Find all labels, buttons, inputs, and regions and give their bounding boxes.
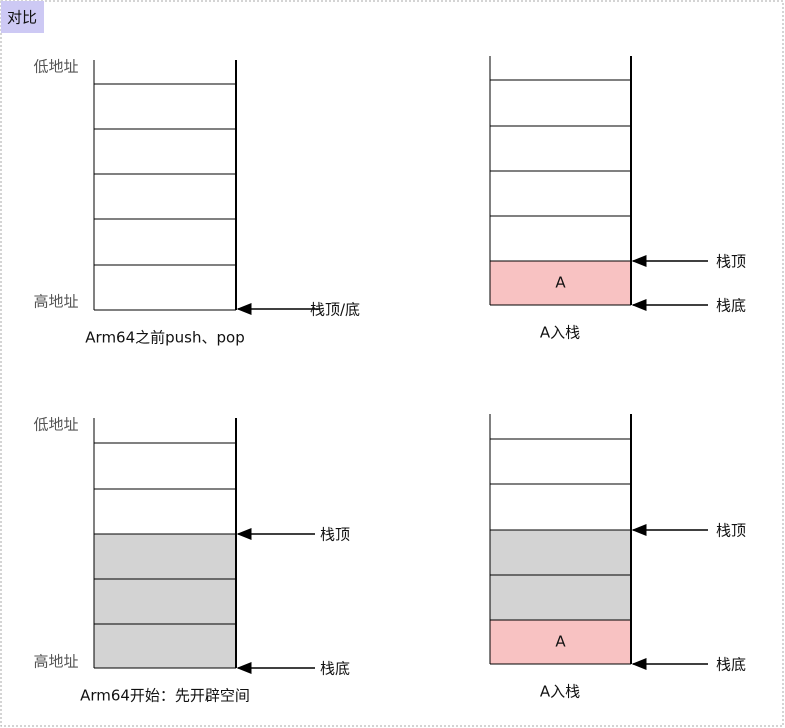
low-address: 低地址	[33, 416, 78, 434]
stack-cell	[490, 261, 631, 305]
cell-label: A	[555, 633, 566, 651]
pointer-label: 栈底	[716, 656, 746, 674]
caption: Arm64之前push、pop	[85, 329, 244, 347]
caption: Arm64开始：先开辟空间	[80, 687, 250, 705]
pointer-label: 栈底	[716, 297, 746, 315]
stack-cell	[94, 624, 236, 668]
pointer-label: 栈顶/底	[310, 301, 360, 319]
caption: A入栈	[540, 324, 580, 342]
pointer-label: 栈顶	[716, 253, 746, 271]
high-address: 高地址	[33, 653, 78, 671]
stack-cell	[490, 575, 631, 620]
stack-cell	[490, 530, 631, 575]
cell-label: A	[555, 274, 566, 292]
low-address: 低地址	[33, 58, 78, 76]
stack-cell	[94, 534, 236, 579]
tag-box	[1, 1, 44, 33]
pointer-label: 栈顶	[716, 522, 746, 540]
caption: A入栈	[540, 683, 580, 701]
stack-cell	[490, 620, 631, 664]
stack-cell	[94, 579, 236, 624]
tag: 对比	[7, 9, 37, 27]
pointer-label: 栈底	[320, 660, 350, 678]
pointer-label: 栈顶	[320, 526, 350, 544]
high-address: 高地址	[33, 293, 78, 311]
